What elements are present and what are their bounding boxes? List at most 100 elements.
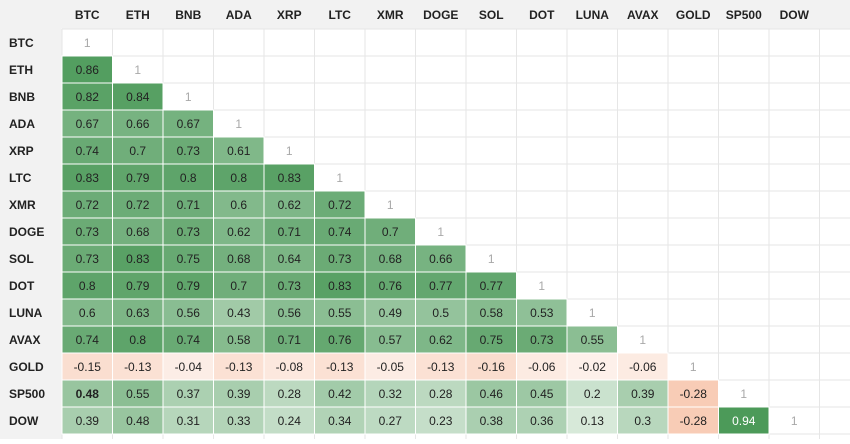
cell-label-dot-dot: 1 <box>538 279 545 293</box>
cell-label-xrp-eth: 0.7 <box>129 144 146 158</box>
cell-luna-luna <box>566 298 618 327</box>
cell-label-avax-xrp: 0.71 <box>278 333 302 347</box>
cell-label-dow-avax: 0.3 <box>634 414 651 428</box>
cell-dow-xrp <box>263 406 315 435</box>
cell-sol-ada <box>213 244 265 273</box>
column-header-dow: DOW <box>780 8 810 22</box>
cell-label-luna-btc: 0.6 <box>79 306 96 320</box>
cell-label-dot-eth: 0.79 <box>126 279 150 293</box>
cell-label-dot-doge: 0.77 <box>429 279 453 293</box>
cell-label-avax-ada: 0.58 <box>227 333 251 347</box>
cell-label-sp500-sp500: 1 <box>740 387 747 401</box>
cell-label-sol-ltc: 0.73 <box>328 252 352 266</box>
cell-label-bnb-bnb: 1 <box>185 90 192 104</box>
cell-label-xrp-ada: 0.61 <box>227 144 251 158</box>
cell-label-avax-dot: 0.73 <box>530 333 554 347</box>
cell-sol-sol <box>465 244 517 273</box>
cell-label-doge-btc: 0.73 <box>76 225 100 239</box>
column-header-bnb: BNB <box>175 8 201 22</box>
cell-label-dot-ltc: 0.83 <box>328 279 352 293</box>
cell-label-xmr-xmr: 1 <box>387 198 394 212</box>
cell-label-doge-ltc: 0.74 <box>328 225 352 239</box>
cell-label-luna-sol: 0.58 <box>480 306 504 320</box>
cell-label-dow-dot: 0.36 <box>530 414 554 428</box>
cell-label-xmr-xrp: 0.62 <box>278 198 302 212</box>
cell-label-doge-ada: 0.62 <box>227 225 251 239</box>
cell-label-dow-xrp: 0.24 <box>278 414 302 428</box>
cell-label-luna-dot: 0.53 <box>530 306 554 320</box>
cell-label-luna-doge: 0.5 <box>432 306 449 320</box>
cell-ada-btc <box>61 109 113 138</box>
column-header-avax: AVAX <box>627 8 659 22</box>
cell-label-sp500-eth: 0.55 <box>126 387 150 401</box>
cell-label-sol-sol: 1 <box>488 252 495 266</box>
cell-dow-btc <box>61 406 113 435</box>
cell-dow-dot <box>516 406 568 435</box>
cell-label-sp500-gold: -0.28 <box>680 387 708 401</box>
column-header-btc: BTC <box>75 8 100 22</box>
cell-label-dot-bnb: 0.79 <box>177 279 201 293</box>
cell-label-dot-sol: 0.77 <box>480 279 504 293</box>
cell-label-ltc-ltc: 1 <box>336 171 343 185</box>
cell-label-sp500-btc: 0.48 <box>76 387 100 401</box>
cell-label-ada-eth: 0.66 <box>126 117 150 131</box>
cell-label-luna-ltc: 0.55 <box>328 306 352 320</box>
cell-dot-eth <box>112 271 164 300</box>
cell-label-sol-btc: 0.73 <box>76 252 100 266</box>
cell-dow-sp500 <box>718 406 770 435</box>
cell-label-xmr-eth: 0.72 <box>126 198 150 212</box>
cell-border <box>718 406 770 435</box>
cell-label-avax-xmr: 0.57 <box>379 333 403 347</box>
cell-label-ltc-eth: 0.79 <box>126 171 150 185</box>
cell-label-xrp-btc: 0.74 <box>76 144 100 158</box>
cell-label-luna-eth: 0.63 <box>126 306 150 320</box>
cell-label-dow-ada: 0.33 <box>227 414 251 428</box>
cell-label-dow-luna: 0.13 <box>581 414 605 428</box>
cell-dot-doge <box>415 271 467 300</box>
cell-dot-sol <box>465 271 517 300</box>
row-header-avax: AVAX <box>9 333 41 347</box>
cell-label-sp500-avax: 0.39 <box>631 387 655 401</box>
cell-label-btc-btc: 1 <box>84 36 91 50</box>
cell-label-dot-xrp: 0.73 <box>278 279 302 293</box>
cell-label-xmr-btc: 0.72 <box>76 198 100 212</box>
cell-label-luna-ada: 0.43 <box>227 306 251 320</box>
cell-label-avax-luna: 0.55 <box>581 333 605 347</box>
cell-label-gold-ada: -0.13 <box>225 360 253 374</box>
cell-label-sp500-xrp: 0.28 <box>278 387 302 401</box>
cell-bnb-bnb <box>162 82 214 111</box>
cell-sol-xmr <box>364 244 416 273</box>
cell-label-xmr-ltc: 0.72 <box>328 198 352 212</box>
cell-label-xrp-xrp: 1 <box>286 144 293 158</box>
cell-label-avax-eth: 0.8 <box>129 333 146 347</box>
cell-gold-btc <box>61 352 113 381</box>
cell-label-gold-bnb: -0.04 <box>175 360 203 374</box>
column-header-gold: GOLD <box>676 8 711 22</box>
cell-label-sp500-dot: 0.45 <box>530 387 554 401</box>
cell-doge-bnb <box>162 217 214 246</box>
row-header-bnb: BNB <box>9 90 35 104</box>
cell-label-sp500-ltc: 0.42 <box>328 387 352 401</box>
cell-label-dow-doge: 0.23 <box>429 414 453 428</box>
cell-dow-doge <box>415 406 467 435</box>
cell-xrp-ada <box>213 136 265 165</box>
cell-doge-eth <box>112 217 164 246</box>
cell-label-sp500-luna: 0.2 <box>584 387 601 401</box>
cell-label-sp500-xmr: 0.32 <box>379 387 403 401</box>
column-header-luna: LUNA <box>576 8 610 22</box>
cell-label-ada-bnb: 0.67 <box>177 117 201 131</box>
cell-label-sp500-bnb: 0.37 <box>177 387 201 401</box>
cell-label-avax-bnb: 0.74 <box>177 333 201 347</box>
cell-label-avax-ltc: 0.76 <box>328 333 352 347</box>
cell-label-dot-xmr: 0.76 <box>379 279 403 293</box>
cell-label-ltc-bnb: 0.8 <box>180 171 197 185</box>
cell-label-gold-ltc: -0.13 <box>326 360 354 374</box>
row-header-dow: DOW <box>9 414 39 428</box>
cell-label-doge-bnb: 0.73 <box>177 225 201 239</box>
row-header-ada: ADA <box>9 117 35 131</box>
cell-ada-ada <box>213 109 265 138</box>
cell-dot-xmr <box>364 271 416 300</box>
cell-label-doge-eth: 0.68 <box>126 225 150 239</box>
cell-label-dow-eth: 0.48 <box>126 414 150 428</box>
